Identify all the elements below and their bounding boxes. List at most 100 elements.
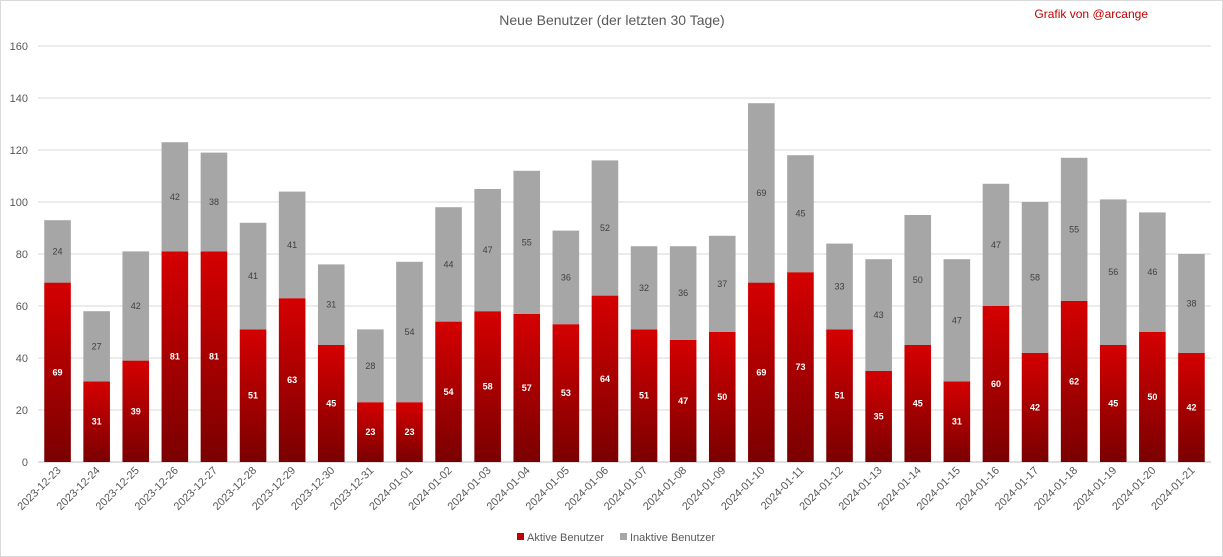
bar-aktive — [904, 345, 932, 462]
data-label-inaktive: 55 — [1069, 224, 1079, 234]
data-label-inaktive: 44 — [444, 259, 454, 269]
data-label-aktive: 47 — [678, 396, 688, 406]
bar-aktive — [787, 272, 814, 462]
bar-aktive — [865, 371, 892, 462]
data-label-aktive: 42 — [1030, 402, 1040, 412]
data-label-aktive: 54 — [444, 387, 454, 397]
bar-aktive — [278, 298, 306, 462]
legend-swatch-inaktive — [620, 533, 627, 540]
bar-inaktive — [591, 160, 619, 296]
bar-aktive — [1178, 352, 1205, 462]
data-label-aktive: 50 — [717, 392, 727, 402]
data-label-inaktive: 45 — [795, 209, 805, 219]
data-label-aktive: 39 — [131, 406, 141, 416]
data-label-aktive: 58 — [483, 382, 493, 392]
data-label-aktive: 57 — [522, 383, 532, 393]
data-label-inaktive: 38 — [209, 197, 219, 207]
bar-aktive — [826, 329, 853, 462]
x-axis-ticks: 2023-12-232023-12-242023-12-252023-12-26… — [15, 465, 1197, 513]
bar-aktive — [317, 345, 345, 462]
bar-aktive — [1099, 345, 1127, 462]
bar-inaktive — [122, 251, 150, 361]
bar-inaktive — [357, 329, 384, 403]
bar-aktive — [1021, 352, 1049, 462]
bar-inaktive — [982, 183, 1010, 306]
bar-inaktive — [396, 261, 423, 403]
data-label-aktive: 23 — [404, 427, 414, 437]
bar-inaktive — [708, 235, 736, 332]
gridlines — [38, 45, 1211, 463]
data-label-inaktive: 31 — [326, 300, 336, 310]
bar-inaktive — [239, 222, 267, 330]
bar-inaktive — [474, 189, 501, 312]
bar-inaktive — [1021, 202, 1049, 353]
bar-inaktive — [669, 246, 697, 340]
y-tick-label: 40 — [16, 353, 28, 365]
y-tick-label: 60 — [16, 301, 28, 313]
data-label-inaktive: 36 — [678, 288, 688, 298]
data-label-inaktive: 47 — [991, 240, 1001, 250]
data-label-inaktive: 42 — [131, 301, 141, 311]
data-label-inaktive: 28 — [365, 361, 375, 371]
data-label-aktive: 51 — [248, 391, 258, 401]
data-label-aktive: 62 — [1069, 376, 1079, 386]
bar-inaktive — [748, 103, 775, 283]
bar-aktive — [44, 282, 71, 462]
bar-aktive — [708, 332, 736, 462]
data-label-inaktive: 42 — [170, 192, 180, 202]
bar-aktive — [1139, 332, 1166, 462]
data-label-inaktive: 52 — [600, 223, 610, 233]
data-label-aktive: 69 — [756, 367, 766, 377]
data-label-inaktive: 38 — [1186, 298, 1196, 308]
data-label-aktive: 35 — [874, 412, 884, 422]
bar-inaktive — [826, 243, 853, 330]
bar-aktive — [513, 313, 541, 462]
bar-inaktive — [943, 259, 971, 382]
bar-inaktive — [787, 155, 814, 273]
bar-aktive — [591, 295, 619, 462]
bar-inaktive — [552, 230, 580, 325]
data-label-aktive: 60 — [991, 379, 1001, 389]
bar-inaktive — [865, 259, 892, 371]
data-label-inaktive: 47 — [952, 315, 962, 325]
bar-aktive — [669, 339, 697, 462]
bar-aktive — [552, 324, 580, 462]
data-label-aktive: 51 — [639, 391, 649, 401]
legend-label-aktive: Aktive Benutzer — [527, 532, 604, 544]
data-label-inaktive: 46 — [1147, 267, 1157, 277]
legend-label-inaktive: Inaktive Benutzer — [630, 532, 715, 544]
y-tick-label: 0 — [22, 457, 28, 469]
data-label-inaktive: 54 — [404, 327, 414, 337]
y-tick-label: 100 — [10, 197, 28, 209]
y-tick-label: 140 — [10, 93, 28, 105]
data-label-inaktive: 43 — [874, 310, 884, 320]
data-label-inaktive: 41 — [287, 240, 297, 250]
bars — [44, 103, 1205, 462]
bar-aktive — [435, 321, 462, 462]
bar-aktive — [357, 402, 384, 462]
y-tick-label: 160 — [10, 41, 28, 53]
data-label-aktive: 45 — [326, 399, 336, 409]
data-label-inaktive: 33 — [835, 282, 845, 292]
bar-aktive — [943, 381, 971, 462]
bar-inaktive — [630, 246, 658, 330]
bar-inaktive — [161, 142, 189, 252]
bar-aktive — [982, 306, 1010, 462]
data-label-inaktive: 32 — [639, 283, 649, 293]
data-label-inaktive: 36 — [561, 272, 571, 282]
data-label-aktive: 23 — [365, 427, 375, 437]
data-label-aktive: 53 — [561, 388, 571, 398]
data-label-inaktive: 55 — [522, 237, 532, 247]
chart-title: Neue Benutzer (der letzten 30 Tage) — [499, 12, 724, 28]
data-label-aktive: 45 — [913, 399, 923, 409]
bar-inaktive — [513, 170, 541, 314]
y-axis-ticks: 0 20 40 60 80 100 120 140 160 — [10, 41, 28, 469]
bar-inaktive — [200, 152, 228, 252]
data-label-aktive: 31 — [952, 417, 962, 427]
data-label-aktive: 42 — [1186, 402, 1196, 412]
bar-aktive — [122, 360, 150, 462]
data-label-aktive: 73 — [795, 362, 805, 372]
bar-aktive — [630, 329, 658, 462]
bar-aktive — [161, 251, 189, 462]
